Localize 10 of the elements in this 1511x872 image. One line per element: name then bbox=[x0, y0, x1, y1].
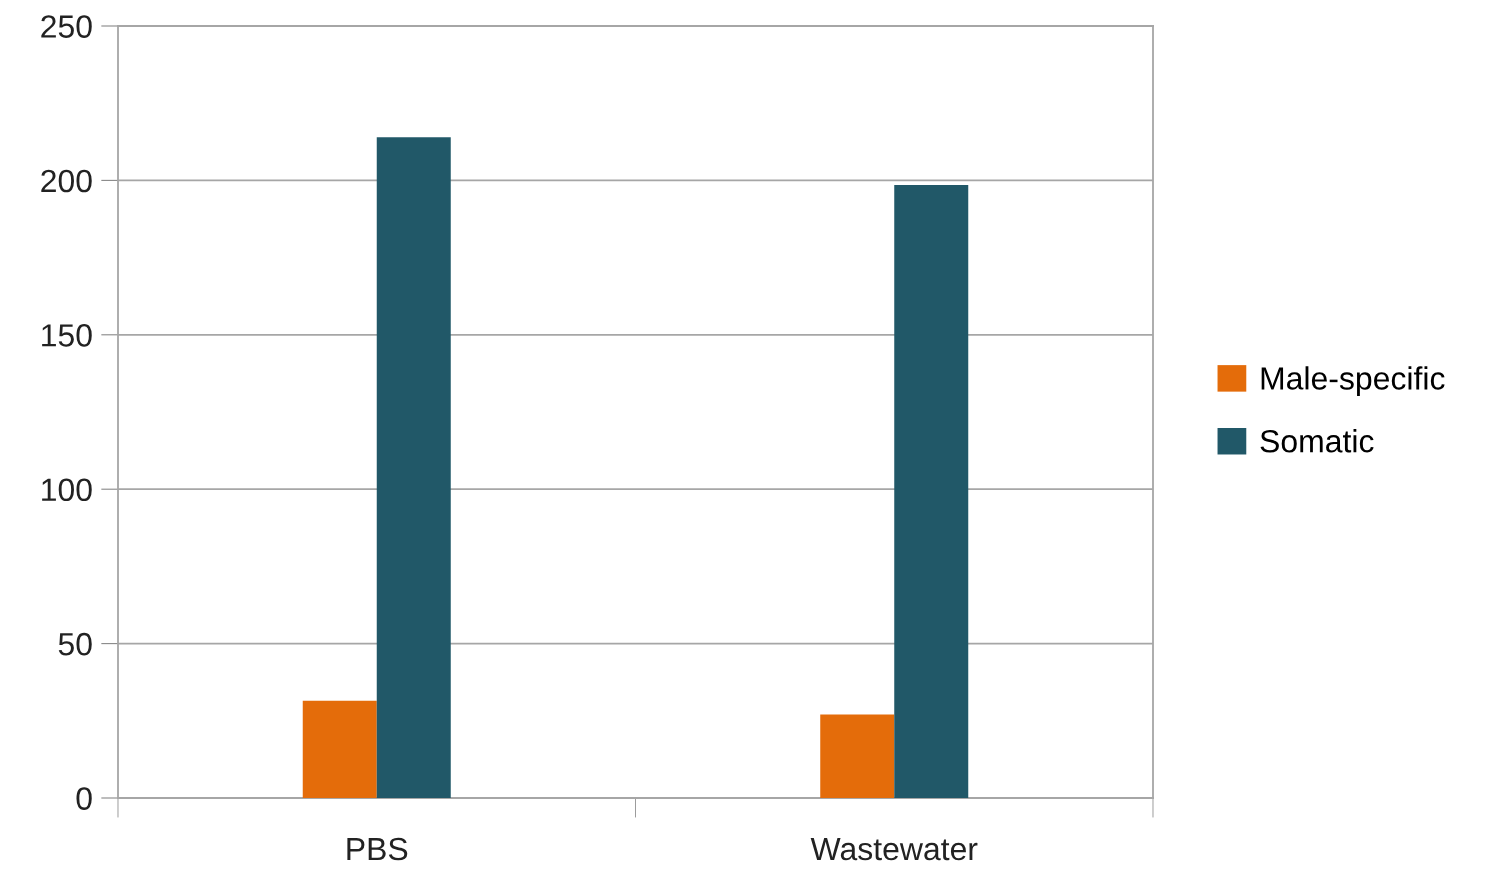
y-tick-label: 250 bbox=[41, 15, 92, 38]
x-tick-label: PBS bbox=[347, 837, 408, 861]
legend-label: Male-specific bbox=[1261, 366, 1445, 397]
y-tick-label: 100 bbox=[42, 478, 92, 502]
y-tick-label: 50 bbox=[58, 632, 92, 656]
y-tick-label: 150 bbox=[42, 324, 92, 347]
legend-label: Somatic bbox=[1260, 429, 1374, 453]
y-tick-label: 200 bbox=[41, 169, 92, 193]
y-tick-label: 0 bbox=[76, 787, 92, 810]
x-tick-label: Wastewater bbox=[810, 838, 978, 861]
